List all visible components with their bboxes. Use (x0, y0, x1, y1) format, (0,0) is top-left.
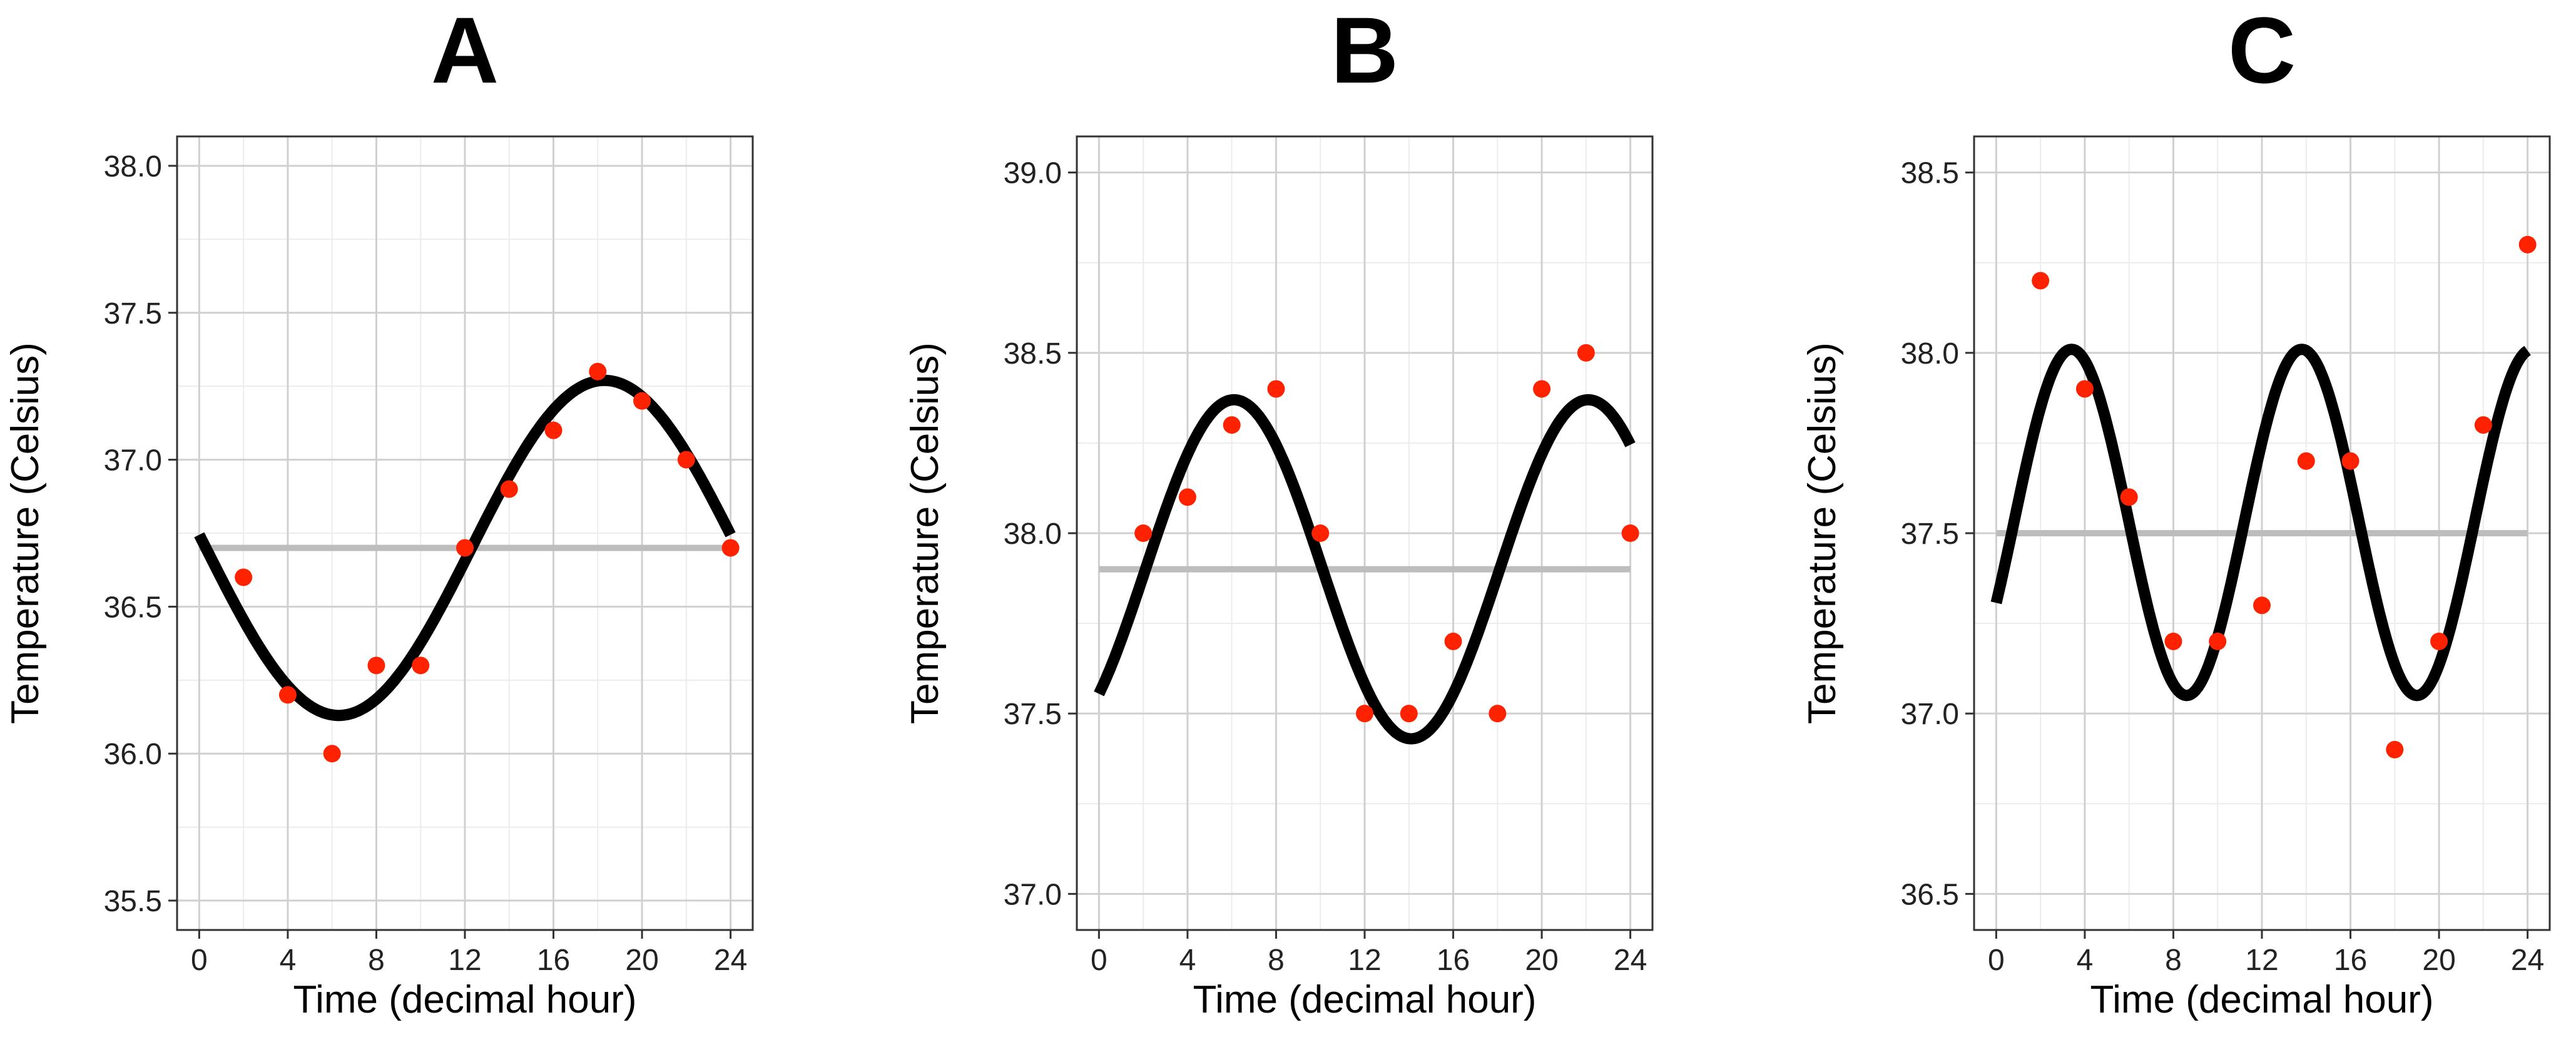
y-tick-label: 37.5 (1901, 518, 1959, 551)
y-tick-label: 36.5 (104, 591, 162, 624)
x-tick-label: 8 (2165, 944, 2182, 977)
chart-b-panel: B 0 4 8 12 16 20 24 37.0 37.5 38.0 38.5 39.0 Time (de… (904, 0, 1654, 1021)
x-tick-label: 4 (2077, 944, 2094, 977)
data-point (1577, 344, 1595, 362)
data-point (677, 451, 695, 469)
data-point (2474, 416, 2492, 434)
x-tick-label: 12 (448, 944, 481, 977)
y-tick-label: 38.0 (104, 150, 162, 183)
y-tick-label: 39.0 (1004, 157, 1062, 190)
chart-c-panel: C 0 4 8 12 16 20 24 36.5 37.0 37.5 38.0 38.5 Time (de… (1801, 0, 2551, 1021)
chart-c-points (2032, 235, 2537, 758)
data-point (2164, 632, 2182, 650)
data-point (1489, 705, 1507, 723)
chart-c-y-axis-label: Temperature (Celsius) (1801, 342, 1844, 724)
chart-c-x-axis-label: Time (decimal hour) (2090, 978, 2434, 1021)
x-tick-label: 12 (2245, 944, 2278, 977)
data-point (544, 421, 563, 439)
chart-c-fit-curve (1990, 344, 2532, 702)
data-point (1533, 380, 1551, 398)
data-point (2120, 488, 2138, 506)
data-point (1311, 524, 1330, 542)
y-tick-label: 38.5 (1004, 337, 1062, 370)
x-tick-label: 20 (2422, 944, 2455, 977)
chart-c-title: C (2228, 0, 2296, 103)
x-tick-label: 24 (714, 944, 747, 977)
y-tick-label: 36.0 (104, 738, 162, 771)
data-point (2430, 632, 2448, 650)
data-point (500, 480, 518, 498)
y-tick-label: 37.0 (1901, 698, 1959, 731)
data-point (2253, 596, 2271, 615)
x-tick-label: 12 (1348, 944, 1381, 977)
chart-b-points (1134, 344, 1639, 723)
x-tick-label: 4 (1179, 944, 1196, 977)
data-point (1178, 488, 1196, 506)
x-tick-label: 20 (1525, 944, 1558, 977)
data-point (278, 686, 297, 704)
data-point (1356, 705, 1373, 723)
y-tick-label: 37.5 (1004, 698, 1062, 731)
data-point (1444, 632, 1462, 650)
data-point (2518, 235, 2537, 253)
y-tick-label: 35.5 (104, 885, 162, 918)
data-point (589, 362, 607, 380)
y-tick-label: 38.0 (1901, 337, 1959, 370)
x-tick-label: 24 (1614, 944, 1647, 977)
x-tick-label: 4 (280, 944, 297, 977)
data-point (1267, 380, 1285, 398)
x-tick-label: 24 (2511, 944, 2544, 977)
x-tick-label: 0 (1988, 944, 2005, 977)
x-tick-label: 16 (2334, 944, 2367, 977)
data-point (633, 392, 651, 410)
data-point (1621, 524, 1639, 542)
data-point (235, 568, 253, 586)
y-tick-label: 37.0 (104, 444, 162, 478)
chart-b-fit-curve (1094, 394, 1636, 745)
x-tick-label: 0 (1091, 944, 1107, 977)
chart-a-x-axis-label: Time (decimal hour) (293, 978, 637, 1021)
data-point (721, 539, 740, 557)
x-tick-label: 16 (1437, 944, 1470, 977)
chart-b-y-axis-label: Temperature (Celsius) (904, 342, 947, 724)
data-point (367, 656, 385, 675)
y-tick-label: 37.0 (1004, 878, 1062, 911)
chart-b-x-axis-label: Time (decimal hour) (1193, 978, 1537, 1021)
chart-b-title: B (1331, 0, 1398, 103)
data-point (2386, 740, 2404, 758)
data-point (2341, 452, 2360, 470)
x-tick-label: 16 (537, 944, 570, 977)
chart-a-grid (177, 136, 753, 930)
y-tick-label: 36.5 (1901, 878, 1959, 911)
chart-a-y-axis-label: Temperature (Celsius) (4, 342, 47, 724)
data-point (456, 539, 474, 557)
chart-a-panel: A 0 4 8 12 16 20 24 35.5 36.0 36.5 37.0 37.5 38.0 Time… (4, 0, 754, 1021)
data-point (2032, 272, 2050, 290)
x-tick-label: 20 (625, 944, 658, 977)
data-point (1400, 705, 1418, 723)
y-tick-label: 37.5 (104, 297, 162, 330)
chart-a-title: A (431, 0, 499, 103)
data-point (2297, 452, 2315, 470)
x-tick-label: 0 (191, 944, 208, 977)
x-tick-label: 8 (368, 944, 385, 977)
data-point (412, 656, 430, 675)
data-point (2209, 632, 2227, 650)
data-point (1223, 416, 1241, 434)
y-tick-label: 38.0 (1004, 518, 1062, 551)
data-point (2075, 380, 2094, 398)
data-point (323, 745, 341, 763)
x-tick-label: 8 (1268, 944, 1285, 977)
data-point (1134, 524, 1153, 542)
y-tick-label: 38.5 (1901, 157, 1959, 190)
chart-a-points (235, 362, 740, 763)
